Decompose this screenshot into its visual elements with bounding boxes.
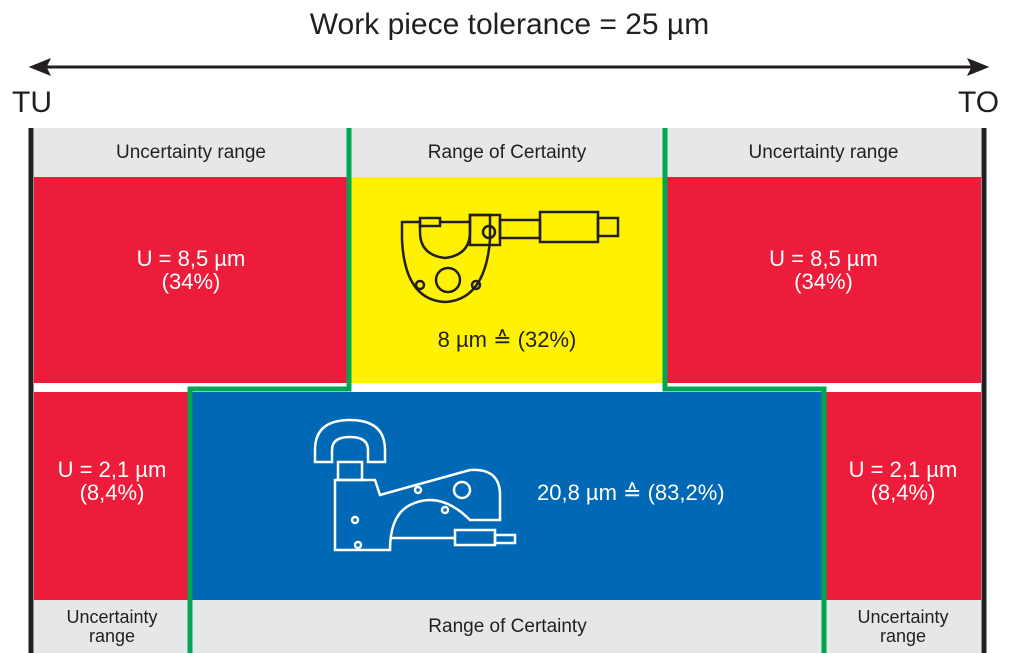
footer-cell: Uncertainty range xyxy=(34,600,190,653)
cell-text: 8 µm ≙ (32%) xyxy=(350,327,664,353)
title: Work piece tolerance = 25 µm xyxy=(0,8,1019,42)
cell-text: (34%) xyxy=(794,270,853,293)
cell-text: U = 2,1 µm xyxy=(849,458,958,481)
certainty-cell: 20,8 µm ≙ (83,2%) xyxy=(192,392,823,600)
cell-text: U = 2,1 µm xyxy=(58,458,167,481)
tolerance-arrow xyxy=(30,59,988,75)
certainty-cell: 8 µm ≙ (32%) xyxy=(350,177,664,383)
cell-text: (8,4%) xyxy=(80,481,145,504)
uncertainty-cell: U = 8,5 µm (34%) xyxy=(34,177,348,383)
cell-text: U = 8,5 µm xyxy=(769,247,878,270)
uncertainty-cell: U = 2,1 µm (8,4%) xyxy=(34,392,190,600)
header-cell: Range of Certainty xyxy=(350,128,664,177)
uncertainty-cell: U = 8,5 µm (34%) xyxy=(666,177,981,383)
gap xyxy=(34,383,981,392)
cell-text: U = 8,5 µm xyxy=(137,247,246,270)
diagram: Work piece tolerance = 25 µm TU TO Uncer… xyxy=(0,0,1019,653)
cell-text: (34%) xyxy=(162,270,221,293)
uncertainty-cell: U = 2,1 µm (8,4%) xyxy=(825,392,981,600)
cell-text: (8,4%) xyxy=(871,481,936,504)
cell-text: 20,8 µm ≙ (83,2%) xyxy=(537,480,725,506)
header-cell: Uncertainty range xyxy=(666,128,981,177)
left-label: TU xyxy=(12,86,52,120)
footer-cell: Uncertainty range xyxy=(825,600,981,653)
footer-cell: Range of Certainty xyxy=(192,600,823,653)
right-label: TO xyxy=(958,86,999,120)
header-cell: Uncertainty range xyxy=(34,128,348,177)
